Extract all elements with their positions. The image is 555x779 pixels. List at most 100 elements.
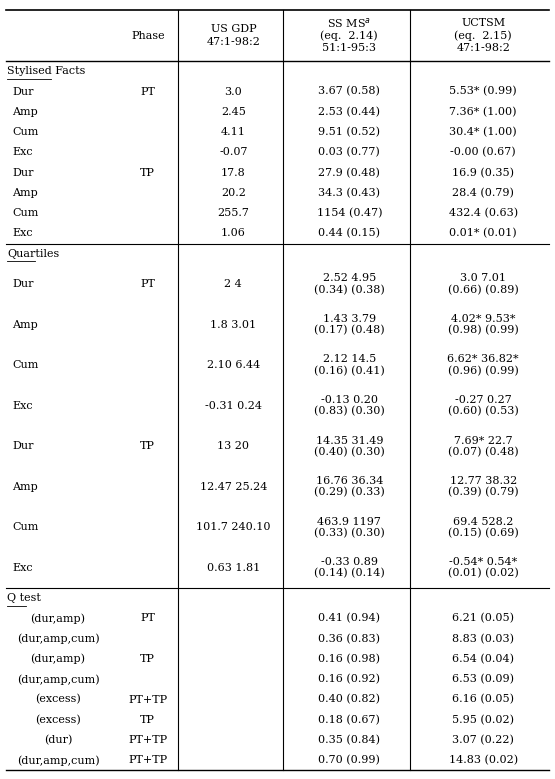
Text: TP: TP bbox=[140, 441, 155, 451]
Text: -0.33 0.89: -0.33 0.89 bbox=[321, 557, 378, 567]
Text: 2.52 4.95: 2.52 4.95 bbox=[322, 273, 376, 284]
Text: 20.2: 20.2 bbox=[221, 188, 246, 198]
Text: 1.43 3.79: 1.43 3.79 bbox=[322, 314, 376, 324]
Text: (0.60) (0.53): (0.60) (0.53) bbox=[448, 406, 518, 417]
Text: Phase: Phase bbox=[131, 30, 164, 41]
Text: 14.35 31.49: 14.35 31.49 bbox=[316, 435, 383, 446]
Text: PT+TP: PT+TP bbox=[128, 756, 167, 765]
Text: 2 4: 2 4 bbox=[224, 279, 242, 289]
Text: PT: PT bbox=[140, 614, 155, 623]
Text: US GDP: US GDP bbox=[210, 24, 256, 34]
Text: (0.39) (0.79): (0.39) (0.79) bbox=[448, 488, 518, 498]
Text: Dur: Dur bbox=[12, 86, 34, 97]
Text: (dur,amp,cum): (dur,amp,cum) bbox=[17, 755, 99, 766]
Text: (0.17) (0.48): (0.17) (0.48) bbox=[314, 325, 385, 336]
Text: 13 20: 13 20 bbox=[218, 441, 249, 451]
Text: 2.45: 2.45 bbox=[221, 107, 246, 117]
Text: 1154 (0.47): 1154 (0.47) bbox=[316, 208, 382, 218]
Text: Amp: Amp bbox=[12, 481, 38, 492]
Text: (0.15) (0.69): (0.15) (0.69) bbox=[448, 528, 518, 538]
Text: (dur,amp): (dur,amp) bbox=[31, 654, 85, 664]
Text: 0.03 (0.77): 0.03 (0.77) bbox=[319, 147, 380, 157]
Text: TP: TP bbox=[140, 715, 155, 724]
Text: Cum: Cum bbox=[12, 522, 39, 532]
Text: Amp: Amp bbox=[12, 107, 38, 117]
Text: 2.53 (0.44): 2.53 (0.44) bbox=[318, 107, 380, 117]
Text: 6.16 (0.05): 6.16 (0.05) bbox=[452, 694, 514, 705]
Text: 0.70 (0.99): 0.70 (0.99) bbox=[319, 755, 380, 766]
Text: (eq.  2.14): (eq. 2.14) bbox=[320, 30, 378, 41]
Text: 8.83 (0.03): 8.83 (0.03) bbox=[452, 633, 514, 644]
Text: (eq.  2.15): (eq. 2.15) bbox=[455, 30, 512, 41]
Text: 28.4 (0.79): 28.4 (0.79) bbox=[452, 188, 514, 198]
Text: -0.00 (0.67): -0.00 (0.67) bbox=[451, 147, 516, 157]
Text: Cum: Cum bbox=[12, 208, 39, 218]
Text: Exc: Exc bbox=[12, 562, 33, 573]
Text: 0.16 (0.92): 0.16 (0.92) bbox=[318, 674, 380, 685]
Text: (0.33) (0.30): (0.33) (0.30) bbox=[314, 528, 385, 538]
Text: -0.07: -0.07 bbox=[219, 147, 248, 157]
Text: (excess): (excess) bbox=[35, 694, 81, 705]
Text: PT: PT bbox=[140, 279, 155, 289]
Text: 0.01* (0.01): 0.01* (0.01) bbox=[450, 228, 517, 238]
Text: 27.9 (0.48): 27.9 (0.48) bbox=[319, 167, 380, 178]
Text: (0.34) (0.38): (0.34) (0.38) bbox=[314, 284, 385, 295]
Text: 3.0: 3.0 bbox=[224, 86, 242, 97]
Text: 4.02* 9.53*: 4.02* 9.53* bbox=[451, 314, 516, 324]
Text: Cum: Cum bbox=[12, 127, 39, 137]
Text: 1.06: 1.06 bbox=[221, 228, 246, 238]
Text: 1.8 3.01: 1.8 3.01 bbox=[210, 319, 256, 330]
Text: Exc: Exc bbox=[12, 147, 33, 157]
Text: 3.67 (0.58): 3.67 (0.58) bbox=[319, 86, 380, 97]
Text: 30.4* (1.00): 30.4* (1.00) bbox=[450, 127, 517, 137]
Text: (excess): (excess) bbox=[35, 714, 81, 725]
Text: (0.96) (0.99): (0.96) (0.99) bbox=[448, 365, 518, 376]
Text: 7.69* 22.7: 7.69* 22.7 bbox=[454, 435, 512, 446]
Text: PT: PT bbox=[140, 86, 155, 97]
Text: Amp: Amp bbox=[12, 188, 38, 198]
Text: (dur,amp): (dur,amp) bbox=[31, 613, 85, 624]
Text: -0.31 0.24: -0.31 0.24 bbox=[205, 400, 262, 411]
Text: Stylised Facts: Stylised Facts bbox=[7, 66, 85, 76]
Text: (dur,amp,cum): (dur,amp,cum) bbox=[17, 633, 99, 644]
Text: (0.83) (0.30): (0.83) (0.30) bbox=[314, 406, 385, 417]
Text: (dur): (dur) bbox=[44, 735, 72, 746]
Text: 0.36 (0.83): 0.36 (0.83) bbox=[318, 633, 380, 644]
Text: 69.4 528.2: 69.4 528.2 bbox=[453, 516, 513, 527]
Text: 6.62* 36.82*: 6.62* 36.82* bbox=[447, 354, 519, 365]
Text: -0.13 0.20: -0.13 0.20 bbox=[321, 395, 378, 405]
Text: 12.47 25.24: 12.47 25.24 bbox=[200, 481, 267, 492]
Text: Exc: Exc bbox=[12, 400, 33, 411]
Text: -0.54* 0.54*: -0.54* 0.54* bbox=[449, 557, 517, 567]
Text: 14.83 (0.02): 14.83 (0.02) bbox=[448, 755, 518, 766]
Text: 3.07 (0.22): 3.07 (0.22) bbox=[452, 735, 514, 746]
Text: 6.53 (0.09): 6.53 (0.09) bbox=[452, 674, 514, 685]
Text: 0.18 (0.67): 0.18 (0.67) bbox=[319, 714, 380, 725]
Text: -0.27 0.27: -0.27 0.27 bbox=[455, 395, 512, 405]
Text: 2.12 14.5: 2.12 14.5 bbox=[322, 354, 376, 365]
Text: 0.35 (0.84): 0.35 (0.84) bbox=[318, 735, 380, 746]
Text: 0.41 (0.94): 0.41 (0.94) bbox=[318, 613, 380, 624]
Text: SS MS$^a$: SS MS$^a$ bbox=[327, 16, 371, 30]
Text: 7.36* (1.00): 7.36* (1.00) bbox=[450, 107, 517, 117]
Text: UCTSM: UCTSM bbox=[461, 19, 505, 29]
Text: 0.63 1.81: 0.63 1.81 bbox=[206, 562, 260, 573]
Text: Exc: Exc bbox=[12, 228, 33, 238]
Text: (0.66) (0.89): (0.66) (0.89) bbox=[448, 284, 518, 295]
Text: 51:1-95:3: 51:1-95:3 bbox=[322, 43, 376, 53]
Text: 6.21 (0.05): 6.21 (0.05) bbox=[452, 613, 514, 624]
Text: (dur,amp,cum): (dur,amp,cum) bbox=[17, 674, 99, 685]
Text: 463.9 1197: 463.9 1197 bbox=[317, 516, 381, 527]
Text: 432.4 (0.63): 432.4 (0.63) bbox=[448, 208, 518, 218]
Text: (0.40) (0.30): (0.40) (0.30) bbox=[314, 446, 385, 457]
Text: 47:1-98:2: 47:1-98:2 bbox=[456, 43, 510, 53]
Text: (0.98) (0.99): (0.98) (0.99) bbox=[448, 325, 518, 336]
Text: Dur: Dur bbox=[12, 167, 34, 178]
Text: Q test: Q test bbox=[7, 594, 41, 603]
Text: 3.0 7.01: 3.0 7.01 bbox=[460, 273, 506, 284]
Text: Amp: Amp bbox=[12, 319, 38, 330]
Text: 47:1-98:2: 47:1-98:2 bbox=[206, 37, 260, 47]
Text: Dur: Dur bbox=[12, 441, 34, 451]
Text: 0.44 (0.15): 0.44 (0.15) bbox=[318, 228, 380, 238]
Text: 101.7 240.10: 101.7 240.10 bbox=[196, 522, 271, 532]
